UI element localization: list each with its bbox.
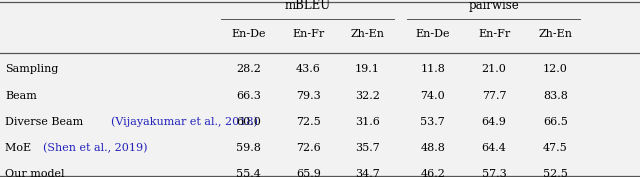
- Text: 43.6: 43.6: [296, 64, 321, 74]
- Text: 64.4: 64.4: [482, 143, 506, 153]
- Text: 52.5: 52.5: [543, 169, 568, 177]
- Text: 83.8: 83.8: [543, 91, 568, 101]
- Text: 72.5: 72.5: [296, 117, 321, 127]
- Text: Our model: Our model: [5, 169, 65, 177]
- Text: Beam: Beam: [5, 91, 37, 101]
- Text: 28.2: 28.2: [236, 64, 260, 74]
- Text: 72.6: 72.6: [296, 143, 321, 153]
- Text: En-Fr: En-Fr: [292, 29, 324, 39]
- Text: 32.2: 32.2: [355, 91, 380, 101]
- Text: En-De: En-De: [231, 29, 266, 39]
- Text: 65.9: 65.9: [296, 169, 321, 177]
- Text: Diverse Beam: Diverse Beam: [5, 117, 87, 127]
- Text: mBLEU: mBLEU: [285, 0, 331, 12]
- Text: 19.1: 19.1: [355, 64, 380, 74]
- Text: 77.7: 77.7: [482, 91, 506, 101]
- Text: 79.3: 79.3: [296, 91, 321, 101]
- Text: Zh-En: Zh-En: [350, 29, 385, 39]
- Text: 48.8: 48.8: [420, 143, 445, 153]
- Text: 46.2: 46.2: [420, 169, 445, 177]
- Text: 60.0: 60.0: [236, 117, 260, 127]
- Text: En-De: En-De: [415, 29, 450, 39]
- Text: 12.0: 12.0: [543, 64, 568, 74]
- Text: 55.4: 55.4: [236, 169, 260, 177]
- Text: 66.3: 66.3: [236, 91, 260, 101]
- Text: (Shen et al., 2019): (Shen et al., 2019): [44, 143, 148, 153]
- Text: En-Fr: En-Fr: [478, 29, 510, 39]
- Text: Sampling: Sampling: [5, 64, 58, 74]
- Text: 35.7: 35.7: [355, 143, 380, 153]
- Text: 21.0: 21.0: [482, 64, 506, 74]
- Text: (Vijayakumar et al., 2018): (Vijayakumar et al., 2018): [111, 116, 257, 127]
- Text: 31.6: 31.6: [355, 117, 380, 127]
- Text: pairwise: pairwise: [468, 0, 520, 12]
- Text: 34.7: 34.7: [355, 169, 380, 177]
- Text: 53.7: 53.7: [420, 117, 445, 127]
- Text: 57.3: 57.3: [482, 169, 506, 177]
- Text: 11.8: 11.8: [420, 64, 445, 74]
- Text: MoE: MoE: [5, 143, 35, 153]
- Text: 59.8: 59.8: [236, 143, 260, 153]
- Text: 66.5: 66.5: [543, 117, 568, 127]
- Text: 64.9: 64.9: [482, 117, 506, 127]
- Text: 47.5: 47.5: [543, 143, 568, 153]
- Text: 74.0: 74.0: [420, 91, 445, 101]
- Text: Zh-En: Zh-En: [538, 29, 573, 39]
